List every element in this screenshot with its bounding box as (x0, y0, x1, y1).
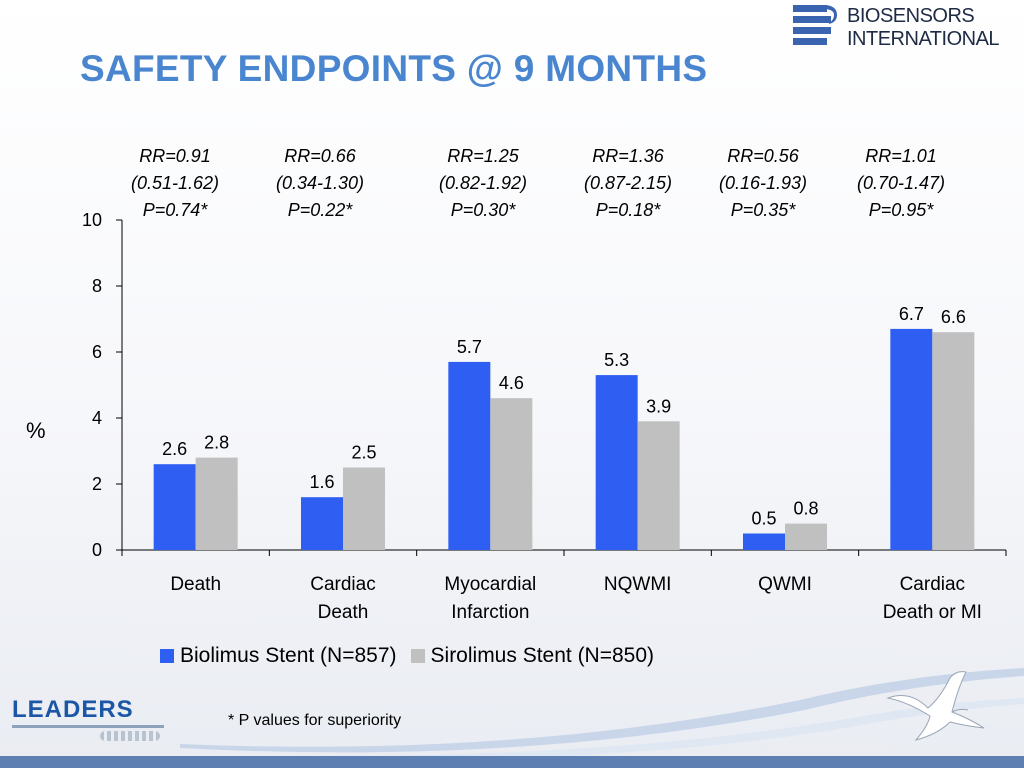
data-label: 2.8 (204, 433, 229, 453)
seagull-icon (886, 671, 985, 741)
rr-p-value: P=0.30* (450, 200, 516, 220)
y-axis-label: % (26, 418, 46, 443)
y-tick-label: 0 (92, 540, 102, 560)
rr-ci: (0.51-1.62) (130, 173, 220, 193)
x-category-label: QWMI (758, 574, 812, 595)
leaders-logo-underline (12, 725, 164, 728)
logo-text-line2: INTERNATIONAL (847, 28, 1000, 50)
data-label: 1.6 (309, 472, 334, 492)
legend-swatch-biolimus (160, 649, 174, 663)
x-category-label: Myocardial (444, 574, 536, 595)
bar-biolimus (743, 533, 785, 550)
bar-chart: 0 2 4 6 8 10 2.6 2.8 Death 1.6 2.5 Cardiac Death 5.7 4… (82, 210, 1007, 623)
leaders-logo-stent-icon (100, 731, 160, 741)
bar-biolimus (301, 497, 343, 550)
rr-ci: (0.34-1.30) (275, 173, 365, 193)
leaders-logo-text: LEADERS (12, 696, 134, 723)
bar-biolimus (595, 375, 638, 550)
biosensors-logo-mark-icon (793, 5, 837, 45)
x-category-label: Infarction (451, 602, 529, 623)
y-tick-label: 4 (92, 408, 102, 428)
rr-value: RR=1.01 (865, 146, 937, 166)
x-category-label: Cardiac (900, 574, 965, 595)
rr-value: RR=0.56 (727, 146, 799, 166)
rr-value: RR=1.25 (447, 146, 519, 166)
bar-sirolimus (343, 467, 385, 550)
rr-ci: (0.82-1.92) (438, 173, 528, 193)
page-title: SAFETY ENDPOINTS @ 9 MONTHS (80, 48, 708, 89)
data-label: 2.5 (351, 443, 376, 463)
bar-sirolimus (490, 398, 533, 550)
rr-ci: (0.16-1.93) (718, 173, 808, 193)
x-category-label: Death (318, 602, 369, 623)
bar-sirolimus (637, 421, 680, 550)
rr-p-value: P=0.95* (868, 200, 934, 220)
rr-p-value: P=0.22* (287, 200, 353, 220)
decorative-swoosh (180, 668, 1024, 760)
rr-p-value: P=0.35* (730, 200, 796, 220)
chart-legend: Biolimus Stent (N=857) Sirolimus Stent (… (160, 644, 668, 668)
rr-annotation: RR=1.01 (0.70-1.47) P=0.95* (831, 143, 971, 224)
y-tick-label: 10 (82, 210, 102, 230)
footnote: * P values for superiority (228, 712, 402, 729)
rr-ci: (0.70-1.47) (856, 173, 946, 193)
biosensors-logo: BIOSENSORS INTERNATIONAL (793, 2, 1023, 52)
rr-value: RR=0.66 (284, 146, 356, 166)
bar-sirolimus (932, 332, 975, 550)
x-category-label: NQWMI (604, 574, 672, 595)
bar-sirolimus (195, 457, 238, 550)
y-tick-label: 8 (92, 276, 102, 296)
x-category-label: Death (170, 574, 221, 595)
data-label: 3.9 (646, 396, 671, 416)
legend-swatch-sirolimus (410, 649, 425, 663)
y-tick-label: 2 (92, 474, 102, 494)
bar-sirolimus (785, 523, 827, 550)
data-label: 4.6 (499, 373, 524, 393)
bar-biolimus (448, 361, 491, 550)
bar-biolimus (153, 464, 196, 550)
legend-item-sirolimus: Sirolimus Stent (N=850) (410, 644, 655, 668)
legend-item-biolimus: Biolimus Stent (N=857) (160, 644, 397, 668)
rr-annotation: RR=1.25 (0.82-1.92) P=0.30* (413, 143, 553, 224)
leaders-logo: LEADERS (12, 698, 164, 741)
data-label: 5.3 (604, 350, 629, 370)
rr-annotation: RR=0.91 (0.51-1.62) P=0.74* (105, 143, 245, 224)
data-label: 6.6 (941, 307, 966, 327)
y-tick-label: 6 (92, 342, 102, 362)
legend-label-sirolimus: Sirolimus Stent (N=850) (430, 644, 655, 667)
bottom-bar (0, 756, 1024, 768)
rr-annotation: RR=0.56 (0.16-1.93) P=0.35* (693, 143, 833, 224)
data-label: 6.7 (899, 304, 924, 324)
data-label: 2.6 (162, 439, 187, 459)
bar-biolimus (890, 328, 933, 550)
data-label: 0.8 (793, 499, 818, 519)
rr-annotation: RR=0.66 (0.34-1.30) P=0.22* (250, 143, 390, 224)
rr-value: RR=1.36 (592, 146, 664, 166)
rr-value: RR=0.91 (139, 146, 211, 166)
rr-ci: (0.87-2.15) (583, 173, 673, 193)
legend-label-biolimus: Biolimus Stent (N=857) (180, 644, 397, 667)
x-category-label: Cardiac (310, 574, 375, 595)
rr-p-value: P=0.74* (142, 200, 208, 220)
data-label: 5.7 (457, 337, 482, 357)
x-category-label: Death or MI (883, 602, 982, 623)
rr-p-value: P=0.18* (595, 200, 661, 220)
data-label: 0.5 (751, 509, 776, 529)
logo-text-line1: BIOSENSORS (847, 5, 975, 27)
rr-annotation: RR=1.36 (0.87-2.15) P=0.18* (558, 143, 698, 224)
